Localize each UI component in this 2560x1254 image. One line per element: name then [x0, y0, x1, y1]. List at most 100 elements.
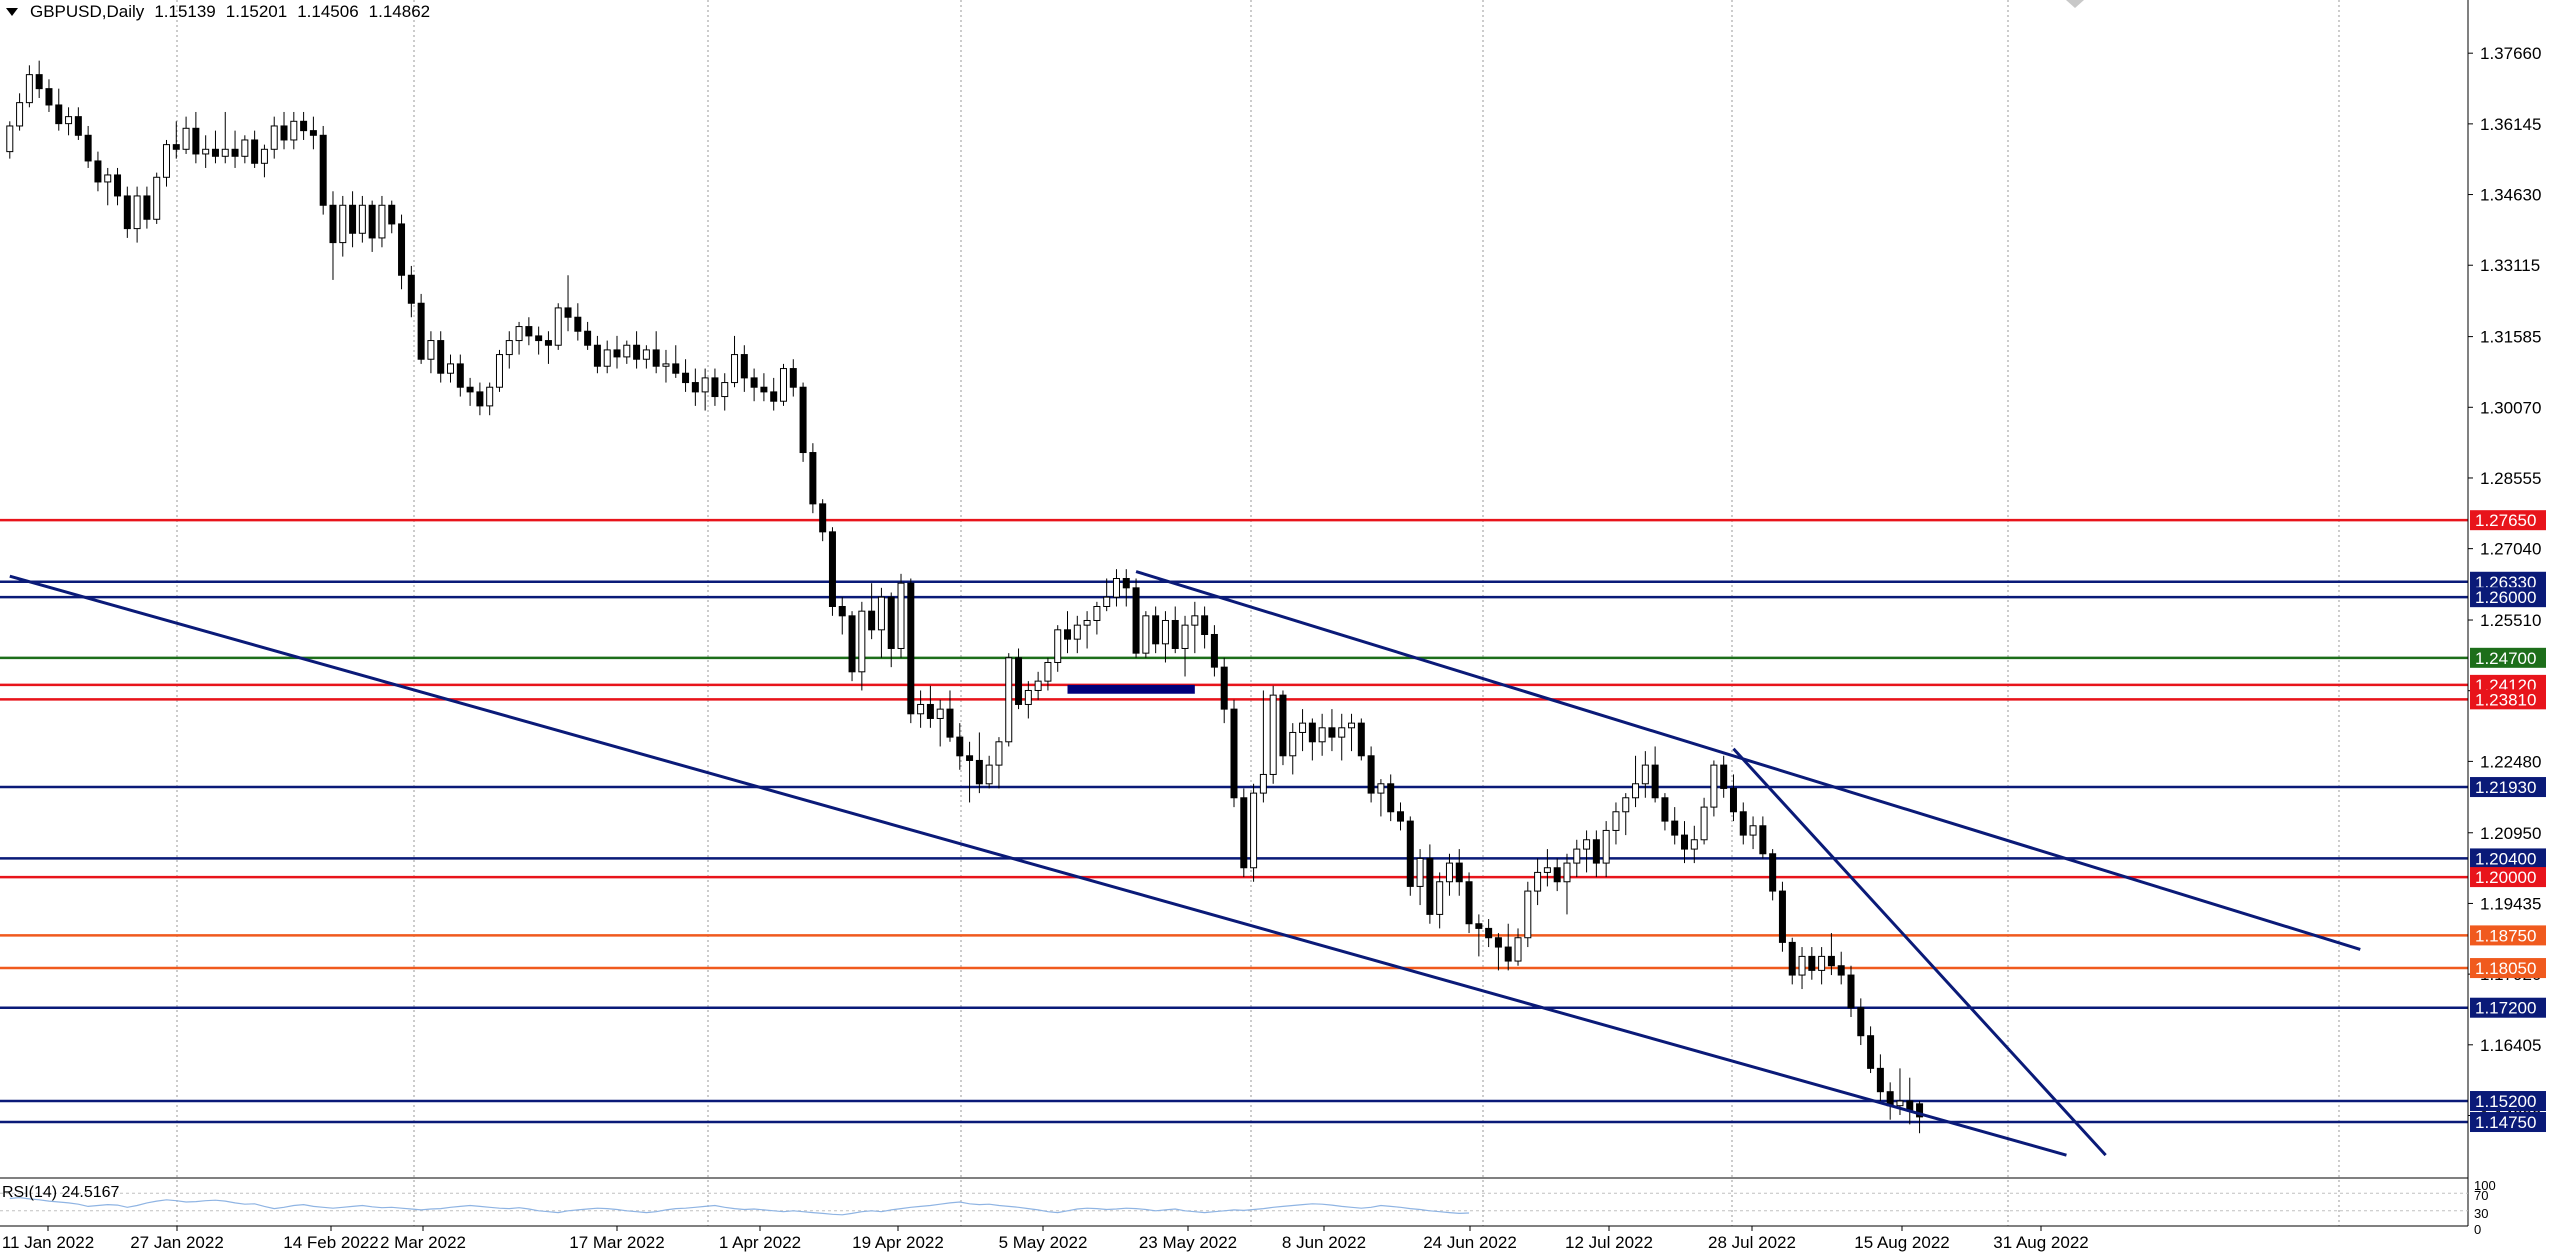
- level-price-label: 1.26000: [2470, 587, 2546, 608]
- candle-body: [1504, 946, 1512, 962]
- date-tick-label: 28 Jul 2022: [1708, 1233, 1796, 1252]
- candle-body: [838, 605, 846, 617]
- level-price-label: 1.26330: [2470, 571, 2546, 592]
- candle: [231, 130, 239, 168]
- candle: [789, 359, 797, 397]
- candle-body: [1514, 937, 1522, 962]
- candle-body: [985, 764, 993, 785]
- collapse-triangle-icon[interactable]: [6, 8, 18, 16]
- candle-body: [1661, 797, 1669, 822]
- candle-body: [231, 148, 239, 157]
- candle-body: [162, 144, 170, 178]
- candle-body: [407, 274, 415, 304]
- candle: [525, 317, 533, 346]
- candle-body: [1024, 689, 1032, 705]
- candle: [1396, 802, 1404, 831]
- candle: [388, 200, 396, 234]
- candle-body: [1553, 867, 1561, 883]
- candle: [1005, 653, 1013, 747]
- candle-body: [1426, 857, 1434, 915]
- candle: [1592, 830, 1600, 878]
- rsi-scale-label: 0: [2474, 1222, 2481, 1237]
- date-tick-label: 15 Aug 2022: [1854, 1233, 1949, 1252]
- candle: [515, 321, 523, 355]
- candle-body: [1641, 764, 1649, 785]
- candle-body: [1171, 619, 1179, 649]
- candle: [779, 363, 787, 406]
- candle-body: [476, 391, 484, 407]
- candle-body: [6, 125, 14, 153]
- level-label-bg: [2470, 647, 2546, 668]
- price-tick-label: 1.27040: [2480, 540, 2541, 559]
- candle: [1103, 578, 1111, 612]
- candle: [1426, 844, 1434, 924]
- candle: [1504, 923, 1512, 971]
- candle-body: [1073, 624, 1081, 640]
- candle-body: [1465, 881, 1473, 925]
- candle-body: [770, 391, 778, 402]
- candle: [574, 303, 582, 341]
- candle: [956, 723, 964, 770]
- candle-body: [241, 139, 249, 157]
- close-value: 1.14862: [368, 2, 431, 21]
- candle: [1906, 1077, 1914, 1125]
- candle: [1445, 853, 1453, 896]
- candle: [290, 111, 298, 150]
- candle: [926, 685, 934, 728]
- horizontal-levels[interactable]: [0, 518, 2468, 1124]
- candle: [221, 111, 229, 164]
- price-tick-label: 1.28555: [2480, 469, 2541, 488]
- candle: [731, 335, 739, 388]
- price-tick-label: 1.37660: [2480, 44, 2541, 63]
- candle: [1563, 853, 1571, 915]
- candle-body: [1494, 937, 1502, 948]
- candle-body: [143, 195, 151, 220]
- candle-body: [16, 102, 24, 127]
- candle-body: [554, 307, 562, 346]
- date-tick-label: 27 Jan 2022: [130, 1233, 224, 1252]
- candle-body: [731, 354, 739, 384]
- trendlines[interactable]: [9, 570, 2361, 1157]
- candle-body: [182, 127, 190, 150]
- candle: [1651, 746, 1659, 803]
- candle: [1818, 947, 1826, 985]
- candle-body: [819, 503, 827, 533]
- candle-body: [1710, 764, 1718, 808]
- candle: [35, 60, 43, 98]
- candle-body: [456, 363, 464, 388]
- level-price-label: 1.27650: [2470, 510, 2546, 531]
- candle: [936, 699, 944, 747]
- candle: [456, 354, 464, 397]
- candle: [1641, 751, 1649, 798]
- candle-body: [133, 195, 141, 230]
- candle-body: [319, 134, 327, 206]
- candle: [1093, 601, 1101, 635]
- candle-body: [1837, 965, 1845, 976]
- candle-body: [544, 340, 552, 346]
- candle-body: [1416, 857, 1424, 887]
- rsi-scale-label: 70: [2474, 1188, 2488, 1203]
- level-price-label: 1.21930: [2470, 777, 2546, 798]
- candle-body: [799, 386, 807, 454]
- high-value: 1.15201: [225, 2, 288, 21]
- candle: [1788, 937, 1796, 985]
- candle: [1475, 914, 1483, 957]
- price-tick-label: 1.25510: [2480, 611, 2541, 630]
- candle-body: [848, 615, 856, 673]
- level-label-text: 1.18750: [2475, 926, 2536, 945]
- candle-body: [779, 368, 787, 402]
- candle-body: [633, 344, 641, 360]
- date-tick-label: 24 Jun 2022: [1423, 1233, 1517, 1252]
- level-label-bg: [2470, 1091, 2546, 1112]
- price-tick-label: 1.19435: [2480, 894, 2541, 913]
- level-label-bg: [2470, 848, 2546, 869]
- price-tick-label: 1.22480: [2480, 752, 2541, 771]
- candle: [1250, 783, 1258, 882]
- candle: [1837, 951, 1845, 985]
- date-tick-label: 2 Mar 2022: [380, 1233, 466, 1252]
- zone-rectangles[interactable]: [1067, 684, 1195, 694]
- candle: [1338, 713, 1346, 761]
- date-tick-label: 11 Jan 2022: [2, 1233, 94, 1252]
- candle-body: [1681, 834, 1689, 850]
